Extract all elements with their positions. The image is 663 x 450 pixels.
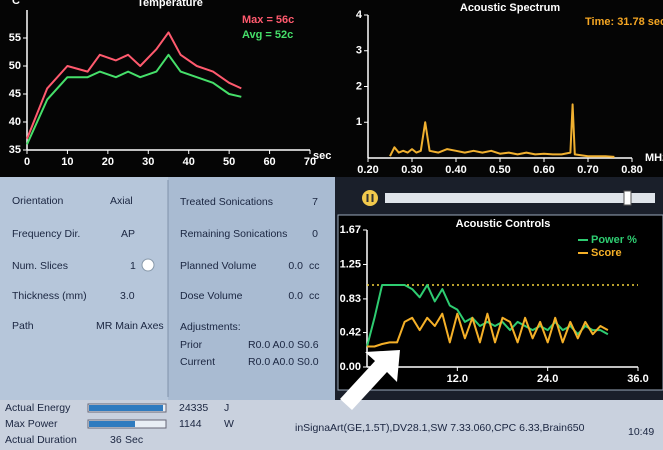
sonication-panel — [168, 177, 335, 400]
field-value: 0.0 — [288, 260, 303, 272]
slider-handle[interactable] — [623, 190, 632, 206]
x-tick-label: 40 — [183, 156, 195, 168]
axis-label: sec — [313, 150, 331, 162]
x-tick-label: 0.40 — [445, 164, 466, 176]
y-tick-label: 0.00 — [340, 361, 361, 373]
y-tick-label: 2 — [356, 80, 362, 92]
status-label: Actual Duration — [5, 434, 77, 446]
x-tick-label: 0 — [24, 156, 30, 168]
field-value: 0.0 — [288, 290, 303, 302]
status-value: 24335 — [179, 402, 208, 414]
field-label: Dose Volume — [180, 290, 243, 302]
series-line — [26, 31, 242, 140]
x-tick-label: 70 — [304, 156, 316, 168]
status-unit: Sec — [125, 434, 143, 446]
field-unit: cc — [309, 290, 320, 302]
pause-icon — [371, 194, 374, 202]
status-value: 36 — [110, 434, 122, 446]
x-tick-label: 60 — [263, 156, 275, 168]
top-panel — [0, 0, 663, 177]
chart-title: Temperature — [137, 0, 203, 9]
status-unit: J — [224, 402, 229, 414]
x-tick-label: 36.0 — [627, 373, 648, 385]
legend-entry: Max = 56c — [242, 14, 294, 26]
x-tick-label: 24.0 — [537, 373, 558, 385]
chart-title: Acoustic Controls — [456, 218, 551, 230]
field-value: 1 — [130, 260, 136, 272]
field-value: R0.0 A0.0 S0.0 — [248, 356, 319, 368]
section-title: Adjustments: — [180, 321, 241, 333]
x-tick-label: 30 — [142, 156, 154, 168]
x-tick-label: 50 — [223, 156, 235, 168]
x-tick-label: 12.0 — [447, 373, 468, 385]
field-label: Prior — [180, 339, 203, 351]
pause-icon — [366, 194, 369, 202]
axis-unit: C — [12, 0, 20, 7]
progress-fill — [89, 421, 135, 427]
field-label: Current — [180, 356, 215, 368]
field-label: Orientation — [12, 195, 64, 207]
field-value: MR Main Axes — [96, 320, 164, 332]
chart-title: Acoustic Spectrum — [460, 2, 560, 14]
field-value: 0 — [312, 228, 318, 240]
x-tick-label: 0.60 — [533, 164, 554, 176]
status-value: 1144 — [179, 418, 202, 430]
field-label: Frequency Dir. — [12, 228, 80, 240]
field-label: Num. Slices — [12, 260, 68, 272]
series-line — [367, 312, 609, 348]
slices-spinner[interactable] — [141, 258, 155, 272]
status-unit: W — [224, 418, 234, 430]
y-tick-label: 1.67 — [340, 224, 361, 236]
series-line — [389, 103, 615, 158]
field-unit: cc — [309, 260, 320, 272]
pointer-arrow — [340, 350, 400, 410]
y-tick-label: 55 — [9, 32, 21, 44]
field-label: Remaining Sonications — [180, 228, 287, 240]
y-tick-label: 50 — [9, 60, 21, 72]
x-tick-label: 0.80 — [621, 164, 642, 176]
y-tick-label: 3 — [356, 45, 362, 57]
field-value: AP — [121, 228, 135, 240]
field-label: Thickness (mm) — [12, 290, 87, 302]
series-line — [26, 53, 242, 145]
status-label: Actual Energy — [5, 402, 71, 414]
field-label: Planned Volume — [180, 260, 257, 272]
field-label: Treated Sonications — [180, 196, 273, 208]
status-label: Max Power — [5, 418, 58, 430]
legend-entry: Avg = 52c — [242, 29, 293, 41]
system-info: inSignaArt(GE,1.5T),DV28.1,SW 7.33.060,C… — [295, 422, 585, 434]
x-tick-label: 0.20 — [357, 164, 378, 176]
y-tick-label: 4 — [356, 9, 363, 21]
timeline-slider[interactable] — [385, 193, 655, 203]
x-tick-label: 0.50 — [489, 164, 510, 176]
settings-panel — [0, 177, 168, 400]
y-tick-label: 35 — [9, 144, 21, 156]
clock: 10:49 — [628, 426, 654, 438]
legend-entry: Power % — [591, 234, 637, 246]
y-tick-label: 0.83 — [340, 293, 361, 305]
x-tick-label: 20 — [102, 156, 114, 168]
field-value: R0.0 A0.0 S0.6 — [248, 339, 319, 351]
x-tick-label: 10 — [61, 156, 73, 168]
y-tick-label: 1.25 — [340, 258, 361, 270]
field-label: Path — [12, 320, 34, 332]
x-tick-label: 0.30 — [401, 164, 422, 176]
y-tick-label: 45 — [9, 88, 21, 100]
field-value: 3.0 — [120, 290, 135, 302]
y-tick-label: 40 — [9, 116, 21, 128]
field-value: 7 — [312, 196, 318, 208]
x-tick-label: 0.70 — [577, 164, 598, 176]
time-label: Time: 31.78 sec — [585, 16, 663, 28]
y-tick-label: 1 — [356, 116, 362, 128]
pause-button[interactable] — [362, 190, 378, 206]
progress-fill — [89, 405, 163, 411]
field-value: Axial — [110, 195, 133, 207]
legend-entry: Score — [591, 247, 622, 259]
y-tick-label: 0.42 — [340, 326, 361, 338]
axis-label: MHz — [645, 152, 663, 164]
